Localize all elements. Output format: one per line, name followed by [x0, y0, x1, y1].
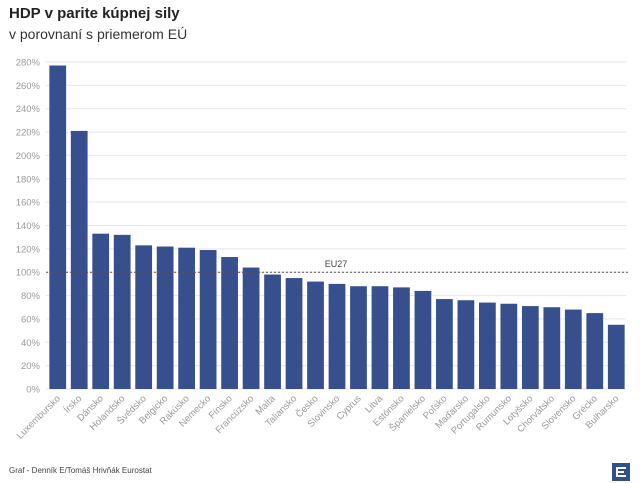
- bar: [113, 234, 131, 389]
- bar: [49, 65, 67, 389]
- bar: [393, 287, 410, 389]
- bar: [242, 267, 260, 389]
- denník-e-logo-icon: [612, 463, 630, 481]
- bar: [371, 286, 389, 389]
- bar: [328, 283, 346, 389]
- bar: [221, 257, 238, 389]
- y-tick-label: 60%: [21, 314, 41, 325]
- source-footer: Graf - Denník E/Tomáš Hrivňák Eurostat: [9, 466, 152, 475]
- y-tick-label: 20%: [21, 361, 41, 372]
- chart-subtitle: v porovnaní s priemerom EÚ: [9, 26, 188, 42]
- bar: [521, 306, 539, 389]
- bar: [285, 278, 303, 389]
- y-tick-label: 260%: [16, 81, 41, 92]
- bar: [586, 313, 604, 389]
- y-tick-label: 280%: [16, 58, 41, 69]
- bar: [478, 302, 496, 389]
- bar: [135, 245, 153, 389]
- y-tick-label: 0%: [26, 385, 40, 396]
- reference-line-label: EU27: [325, 259, 348, 269]
- x-tick-label: Cyprus: [335, 393, 364, 422]
- bar: [156, 246, 174, 389]
- y-tick-label: 120%: [16, 244, 41, 255]
- bar: [607, 324, 625, 389]
- y-tick-label: 80%: [21, 291, 41, 302]
- bar: [543, 307, 561, 389]
- y-tick-label: 40%: [21, 338, 41, 349]
- bar-chart: 0% 20% 40% 60% 80% 100% 120% 140% 160% 180% 200% 22…: [15, 58, 628, 441]
- x-tick-label: Luxembursko: [15, 393, 63, 441]
- y-tick-label: 240%: [16, 104, 41, 115]
- bar: [457, 300, 475, 389]
- bar: [264, 274, 281, 389]
- bar: [414, 290, 432, 389]
- bar: [350, 286, 367, 389]
- bar: [199, 250, 217, 389]
- chart-title: HDP v parite kúpnej sily: [9, 5, 180, 22]
- bar: [436, 299, 453, 389]
- bar: [178, 247, 196, 389]
- y-tick-label: 140%: [16, 221, 41, 232]
- bar: [92, 233, 110, 389]
- y-tick-label: 100%: [16, 268, 41, 279]
- bar: [500, 303, 518, 389]
- y-tick-label: 180%: [16, 174, 41, 185]
- bar: [564, 309, 582, 389]
- bar: [307, 281, 324, 389]
- y-tick-label: 160%: [16, 198, 41, 209]
- y-tick-label: 200%: [16, 151, 41, 162]
- y-tick-label: 220%: [16, 128, 41, 139]
- bar: [70, 130, 88, 389]
